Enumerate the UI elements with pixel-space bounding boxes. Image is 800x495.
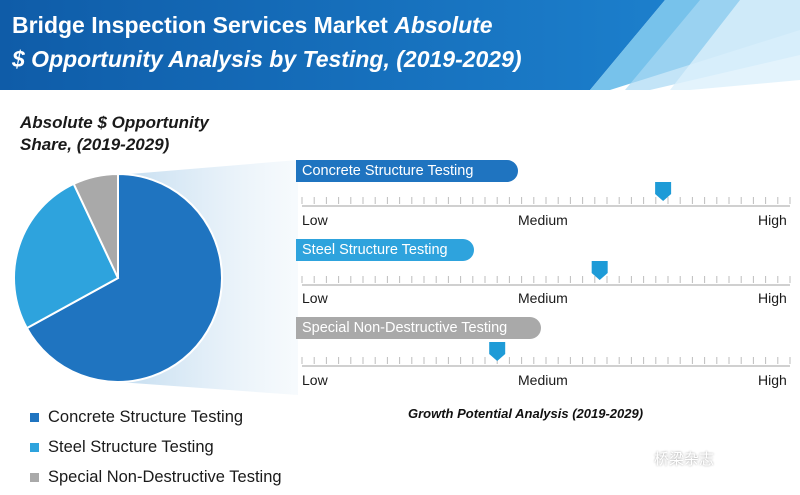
scale-label-low: Low — [302, 372, 328, 388]
title-italic-1: Absolute — [394, 12, 493, 38]
legend-label-steel: Steel Structure Testing — [48, 437, 214, 456]
scale-label-medium: Medium — [518, 212, 568, 228]
pie-slice-special — [72, 172, 119, 279]
scale-label-low: Low — [302, 212, 328, 228]
legend-item-concrete: Concrete Structure Testing — [30, 402, 282, 432]
growth-marker-steel — [591, 261, 608, 280]
legend-label-concrete: Concrete Structure Testing — [48, 407, 244, 426]
page-title: Bridge Inspection Services Market Absolu… — [12, 8, 712, 76]
legend-label-special: Special Non-Destructive Testing — [48, 467, 282, 486]
title-bold: Bridge Inspection Services Market — [12, 12, 388, 38]
scale-label-high: High — [758, 372, 787, 388]
legend-item-steel: Steel Structure Testing — [30, 432, 282, 462]
pie-slice-concrete — [25, 172, 223, 383]
header-banner: Bridge Inspection Services Market Absolu… — [0, 0, 800, 90]
pie-legend: Concrete Structure Testing Steel Structu… — [30, 402, 282, 492]
scale-label-low: Low — [302, 290, 328, 306]
pie-chart — [13, 172, 223, 383]
share-chart-title: Absolute $ Opportunity Share, (2019-2029… — [20, 112, 300, 156]
scale-label-medium: Medium — [518, 372, 568, 388]
growth-marker-special — [489, 342, 506, 361]
title-italic-2: $ Opportunity Analysis by Testing, (2019… — [12, 46, 522, 72]
scale-label-high: High — [758, 290, 787, 306]
legend-swatch-steel — [30, 442, 39, 452]
watermark-text: 桥梁杂志 — [654, 451, 715, 468]
legend-swatch-concrete — [30, 412, 39, 422]
growth-label-special: Special Non-Destructive Testing — [296, 317, 541, 339]
growth-chart-title: Growth Potential Analysis (2019-2029) — [408, 406, 644, 421]
pie-slice-steel — [13, 182, 120, 330]
growth-scales — [301, 182, 791, 367]
growth-label-steel: Steel Structure Testing — [296, 239, 474, 261]
scale-label-medium: Medium — [518, 290, 568, 306]
growth-marker-concrete — [655, 182, 672, 201]
header-background — [0, 0, 800, 90]
scale-label-high: High — [758, 212, 787, 228]
legend-swatch-special — [30, 472, 39, 482]
share-title-line2: Share, (2019-2029) — [20, 135, 170, 154]
share-title-line1: Absolute $ Opportunity — [20, 113, 209, 132]
growth-label-concrete: Concrete Structure Testing — [296, 160, 518, 182]
legend-item-special: Special Non-Destructive Testing — [30, 462, 282, 492]
